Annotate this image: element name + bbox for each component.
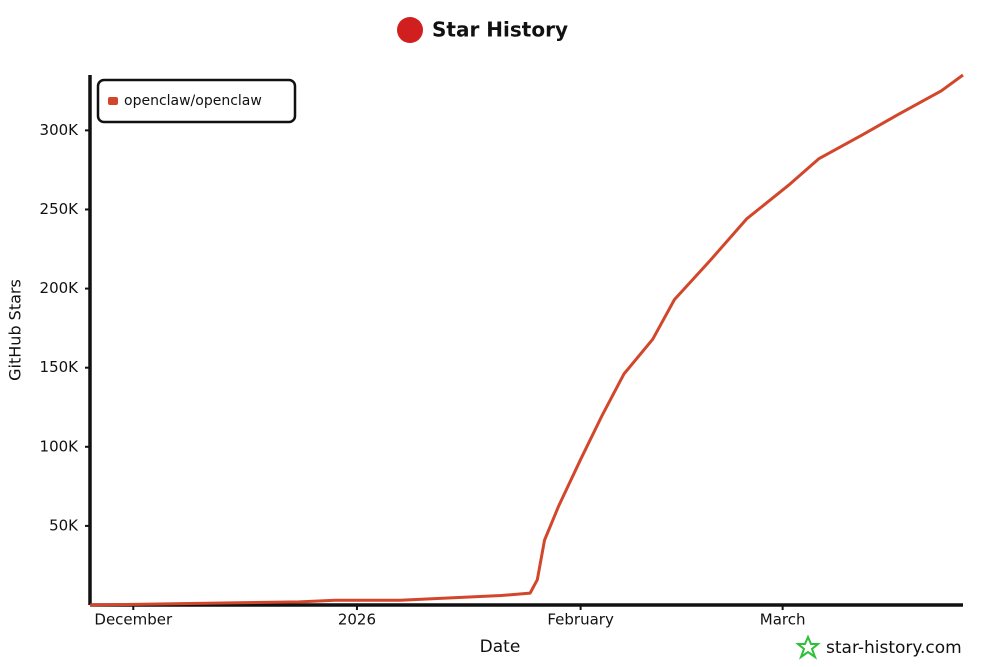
legend-label: openclaw/openclaw	[124, 93, 262, 109]
watermark: star-history.com	[826, 638, 962, 658]
y-tick-label: 300K	[40, 121, 80, 139]
y-axis-label: GitHub Stars	[6, 279, 25, 381]
x-tick-label: February	[547, 611, 614, 629]
x-tick-label: December	[94, 611, 173, 629]
title-icon	[397, 17, 423, 43]
y-tick-label: 200K	[40, 279, 80, 297]
legend-box	[96, 78, 297, 124]
y-tick-label: 150K	[40, 358, 80, 376]
legend: openclaw/openclaw	[96, 78, 297, 124]
chart-title: Star History	[432, 18, 568, 42]
y-tick-label: 250K	[40, 200, 80, 218]
x-axis-label: Date	[480, 637, 521, 657]
watermark-logo	[795, 634, 821, 660]
x-tick-label: 2026	[338, 611, 376, 629]
x-tick-label: March	[760, 611, 806, 629]
y-tick-label: 100K	[40, 437, 80, 455]
y-tick-label: 50K	[49, 516, 79, 534]
legend-swatch	[108, 97, 118, 105]
series-line	[89, 73, 964, 607]
